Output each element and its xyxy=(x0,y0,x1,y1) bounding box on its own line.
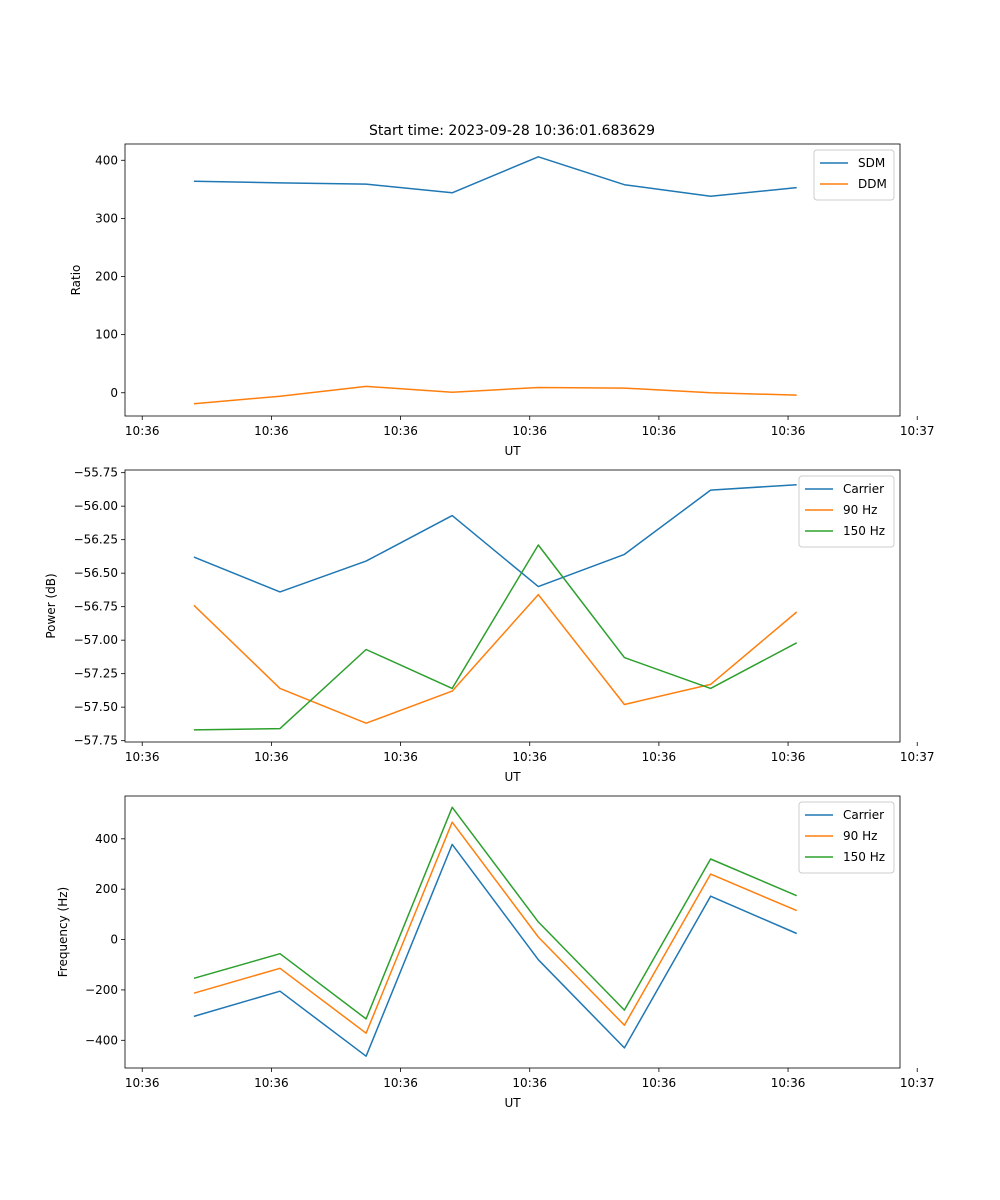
y-tick-label: 400 xyxy=(95,153,118,167)
legend-label: Carrier xyxy=(843,808,884,822)
chart-panel-3: 10:36 10:36 10:36 10:36 10:36 10:36 10:37 −400 −… xyxy=(56,795,935,1110)
series-line-carrier xyxy=(193,483,797,593)
x-tick-label: 10:36 xyxy=(642,1076,677,1090)
y-tick-label: 0 xyxy=(110,386,118,400)
x-tick-label: 10:36 xyxy=(771,750,806,764)
plot-frame xyxy=(124,795,901,1069)
legend-label: SDM xyxy=(858,156,885,170)
y-tick-label: 300 xyxy=(95,211,118,225)
series-line-sdm xyxy=(193,156,797,198)
y-tick-label: 400 xyxy=(95,832,118,846)
y-tick-label: −55.75 xyxy=(74,466,118,480)
x-tick-label: 10:36 xyxy=(771,424,806,438)
chart-panel-2: 10:36 10:36 10:36 10:36 10:36 10:36 10:37 −57.7… xyxy=(44,466,935,784)
legend-label: DDM xyxy=(858,177,887,191)
x-tick-label: 10:37 xyxy=(900,750,935,764)
y-tick-label: −57.75 xyxy=(74,734,118,748)
x-tick-label: 10:36 xyxy=(125,750,160,764)
y-tick-label: −200 xyxy=(85,983,118,997)
x-tick-label: 10:36 xyxy=(254,1076,289,1090)
x-tick-label: 10:36 xyxy=(383,750,418,764)
x-tick-label: 10:36 xyxy=(383,424,418,438)
x-tick-label: 10:36 xyxy=(771,1076,806,1090)
y-axis-label: Frequency (Hz) xyxy=(56,887,70,978)
x-tick-label: 10:37 xyxy=(900,1076,935,1090)
legend: SDM DDM xyxy=(813,149,895,201)
series-line-ddm xyxy=(193,385,797,405)
chart-title: Start time: 2023-09-28 10:36:01.683629 xyxy=(369,123,655,139)
y-tick-label: −56.00 xyxy=(74,499,118,513)
y-tick-label: −56.25 xyxy=(74,533,118,547)
y-tick-label: −57.00 xyxy=(74,633,118,647)
series-line-150-hz xyxy=(193,806,797,1020)
x-tick-label: 10:36 xyxy=(254,424,289,438)
y-tick-label: 100 xyxy=(95,328,118,342)
x-axis-label: UT xyxy=(504,444,521,458)
y-tick-label: 200 xyxy=(95,270,118,284)
series-line-90-hz xyxy=(193,593,798,724)
legend-label: Carrier xyxy=(843,482,884,496)
x-tick-label: 10:36 xyxy=(125,424,160,438)
series-line-carrier xyxy=(193,843,797,1057)
x-tick-label: 10:37 xyxy=(900,424,935,438)
x-tick-label: 10:36 xyxy=(125,1076,160,1090)
x-tick-label: 10:36 xyxy=(642,424,677,438)
series-line-150-hz xyxy=(193,544,798,731)
x-tick-label: 10:36 xyxy=(254,750,289,764)
plot-frame xyxy=(124,469,901,743)
legend-box xyxy=(798,801,895,874)
chart-panel-1: 10:36 10:36 10:36 10:36 10:36 10:36 10:37 0 100 2… xyxy=(69,143,935,458)
y-tick-label: −56.75 xyxy=(74,600,118,614)
x-tick-label: 10:36 xyxy=(512,424,547,438)
legend-label: 150 Hz xyxy=(843,524,885,538)
y-tick-label: −400 xyxy=(85,1033,118,1047)
legend: Carrier 90 Hz 150 Hz xyxy=(798,475,895,548)
x-axis-label: UT xyxy=(504,770,521,784)
y-axis-label: Power (dB) xyxy=(44,573,58,638)
legend-label: 90 Hz xyxy=(843,503,877,517)
y-tick-label: −57.50 xyxy=(74,700,118,714)
y-tick-label: 200 xyxy=(95,882,118,896)
legend-box xyxy=(798,475,895,548)
x-tick-label: 10:36 xyxy=(383,1076,418,1090)
x-tick-label: 10:36 xyxy=(512,750,547,764)
x-axis-label: UT xyxy=(504,1096,521,1110)
x-tick-label: 10:36 xyxy=(642,750,677,764)
y-axis-label: Ratio xyxy=(69,265,83,296)
x-tick-label: 10:36 xyxy=(512,1076,547,1090)
series-line-90-hz xyxy=(193,821,797,1034)
y-tick-label: 0 xyxy=(110,933,118,947)
legend-label: 150 Hz xyxy=(843,850,885,864)
y-tick-label: −57.25 xyxy=(74,667,118,681)
y-tick-label: −56.50 xyxy=(74,566,118,580)
legend-label: 90 Hz xyxy=(843,829,877,843)
legend: Carrier 90 Hz 150 Hz xyxy=(798,801,895,874)
plot-frame xyxy=(124,143,901,417)
